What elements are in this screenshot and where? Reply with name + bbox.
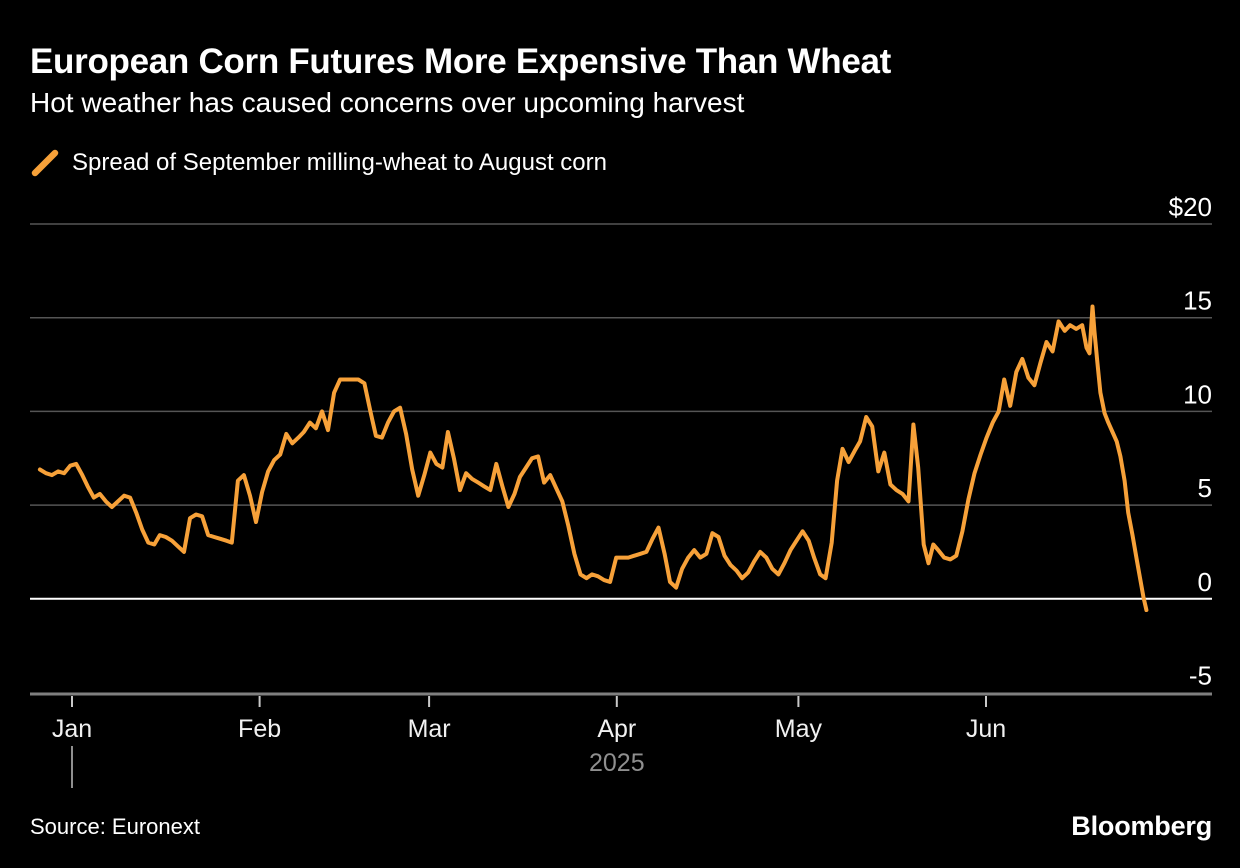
month-label: Apr: [597, 715, 636, 743]
year-label: 2025: [589, 749, 645, 777]
month-label: Mar: [408, 715, 451, 743]
series-line: [37, 304, 1149, 612]
legend: Spread of September milling-wheat to Aug…: [30, 148, 607, 178]
month-label: Feb: [238, 715, 281, 743]
month-label: May: [775, 715, 823, 743]
bloomberg-logo: Bloomberg: [1071, 811, 1212, 841]
month-label: Jan: [52, 715, 92, 743]
month-label: Jun: [966, 715, 1006, 743]
chart-subtitle: Hot weather has caused concerns over upc…: [30, 87, 745, 118]
y-axis-label: 15: [1183, 286, 1212, 316]
y-axis-label: 5: [1198, 473, 1212, 503]
source-attribution: Source: Euronext: [30, 814, 200, 839]
series-slash-icon: [31, 149, 59, 177]
y-axis-label: 0: [1198, 567, 1212, 597]
page-title: European Corn Futures More Expensive Tha…: [30, 42, 892, 81]
y-axis-label: -5: [1189, 661, 1212, 691]
y-axis-label: $20: [1169, 192, 1212, 222]
legend-label: Spread of September milling-wheat to Aug…: [72, 149, 607, 176]
y-axis-label: 10: [1183, 379, 1212, 409]
